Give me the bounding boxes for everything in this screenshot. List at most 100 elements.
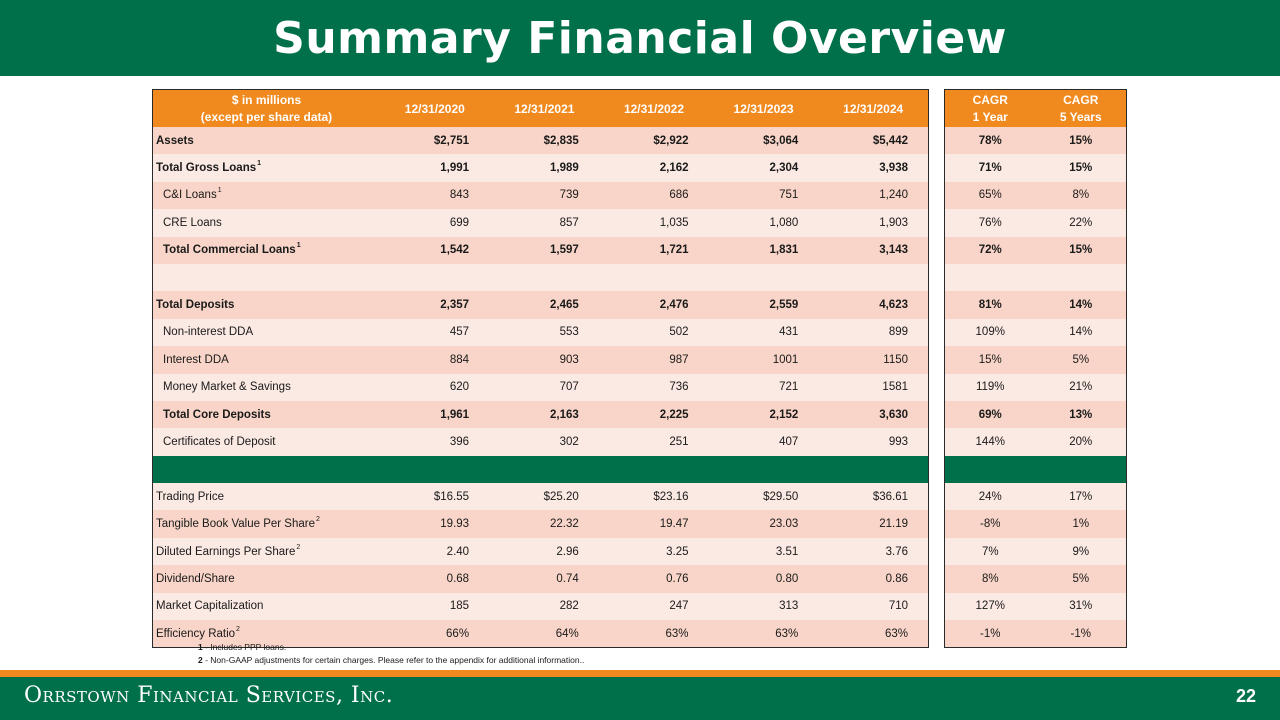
header-year: 12/31/2022 bbox=[623, 101, 685, 116]
row-label: CRE Loans bbox=[153, 217, 379, 229]
table-cell: $2,922 bbox=[653, 134, 689, 147]
table-cell: 0.74 bbox=[556, 572, 579, 585]
cagr-5yr-cell: 15% bbox=[1069, 134, 1093, 147]
table-cell: 736 bbox=[669, 381, 689, 394]
spacer-row bbox=[153, 263, 928, 292]
table-cell: 63% bbox=[665, 627, 689, 640]
spacer-row bbox=[945, 263, 1126, 292]
cagr-5yr-cell: 8% bbox=[1072, 189, 1090, 202]
table-cell: 903 bbox=[559, 353, 579, 366]
cagr-row: 81% 14% bbox=[945, 291, 1126, 319]
spacer-row bbox=[945, 455, 1126, 484]
row-label: Total Core Deposits bbox=[153, 409, 379, 421]
table-body: Assets $2,751 $2,835 $2,922 $3,064 $5,442 Tota… bbox=[153, 127, 928, 648]
table-cell: 2,357 bbox=[440, 299, 470, 312]
cagr-1yr-cell: 119% bbox=[975, 381, 1005, 394]
table-row: Money Market & Savings 620 707 736 721 1581 bbox=[153, 373, 928, 401]
table-row: Trading Price $16.55 $25.20 $23.16 $29.50 $36… bbox=[153, 483, 928, 511]
table-cell: 1,989 bbox=[550, 162, 579, 175]
cagr-1yr-cell: 69% bbox=[978, 408, 1002, 421]
cagr-5yr-cell: 5% bbox=[1072, 572, 1090, 585]
header-year: 12/31/2021 bbox=[514, 101, 575, 116]
table-cell: 2.96 bbox=[556, 545, 579, 558]
table-cell: 457 bbox=[449, 326, 470, 339]
cagr-1yr-cell: 71% bbox=[978, 162, 1002, 175]
row-label: Certificates of Deposit bbox=[153, 436, 379, 448]
table-cell: 1,991 bbox=[440, 162, 470, 175]
cagr-body: 78% 15% 71% 15% 65% 8% 76% 22% 72% 15% 81% 14% 109% 1… bbox=[945, 127, 1126, 648]
table-cell: 3,143 bbox=[879, 244, 909, 257]
table-cell: 1581 bbox=[882, 381, 909, 394]
cagr-1yr-cell: 15% bbox=[978, 353, 1002, 366]
table-cell: 21.19 bbox=[879, 518, 908, 531]
cagr-row: 8% 5% bbox=[945, 565, 1126, 593]
table-row: Certificates of Deposit 396 302 251 407 993 bbox=[153, 428, 928, 456]
cagr-1yr-cell: 24% bbox=[978, 490, 1002, 503]
row-label-text: Assets bbox=[156, 134, 194, 147]
table-cell: 2,162 bbox=[659, 162, 689, 175]
table-cell: 431 bbox=[779, 326, 799, 339]
table-cell: 0.86 bbox=[885, 572, 908, 585]
cagr-1yr-cell: -8% bbox=[980, 518, 1001, 531]
table-cell: $29.50 bbox=[763, 490, 799, 503]
row-label: Trading Price bbox=[153, 491, 379, 503]
footnote-ref: 1 bbox=[296, 242, 301, 250]
table-cell: 1,035 bbox=[659, 216, 689, 229]
table-cell: 2.40 bbox=[446, 545, 470, 558]
cagr-5yr-cell: -1% bbox=[1070, 627, 1091, 640]
cagr-1yr-cell: 65% bbox=[978, 189, 1002, 202]
table-cell: 1,961 bbox=[440, 408, 470, 421]
cagr-1yr-cell: 109% bbox=[975, 326, 1005, 339]
table-cell: 64% bbox=[555, 627, 579, 640]
row-label-text: Money Market & Savings bbox=[163, 381, 291, 394]
footnote-ref: 1 bbox=[257, 160, 262, 168]
cagr-5yr-cell: 21% bbox=[1069, 381, 1093, 394]
row-label: Diluted Earnings Per Share2 bbox=[153, 543, 379, 558]
cagr-row: -8% 1% bbox=[945, 510, 1126, 538]
table-cell: $5,442 bbox=[872, 134, 908, 147]
cagr-row: 65% 8% bbox=[945, 181, 1126, 210]
table-cell: 1,831 bbox=[769, 244, 799, 257]
table-cell: 4,623 bbox=[879, 299, 908, 312]
footer-accent-line bbox=[0, 670, 1280, 677]
financial-table: $ in millions (except per share data) 12… bbox=[152, 89, 929, 649]
table-cell: 751 bbox=[779, 189, 799, 202]
table-cell: 407 bbox=[779, 435, 799, 448]
header-units-label: $ in millions (except per share data) bbox=[200, 92, 333, 124]
table-row: Dividend/Share 0.68 0.74 0.76 0.80 0.86 bbox=[153, 565, 928, 593]
cagr-row: -1% -1% bbox=[945, 620, 1126, 648]
cagr-1yr-cell: -1% bbox=[980, 627, 1001, 640]
table-cell: 884 bbox=[449, 353, 470, 366]
cagr-row: 69% 13% bbox=[945, 400, 1126, 429]
spacer-row bbox=[153, 455, 928, 484]
table-cell: $2,751 bbox=[433, 134, 470, 147]
header-year: 12/31/2024 bbox=[843, 101, 904, 116]
row-label: Total Commercial Loans1 bbox=[153, 242, 379, 256]
cagr-1yr-cell: 8% bbox=[981, 572, 999, 585]
header-cagr-5yr: CAGR 5 Years bbox=[1059, 92, 1102, 124]
table-header: $ in millions (except per share data) 12… bbox=[153, 90, 928, 127]
table-cell: 0.80 bbox=[775, 572, 799, 585]
table-cell: 721 bbox=[779, 381, 799, 394]
table-cell: 2,152 bbox=[769, 408, 799, 421]
table-cell: 710 bbox=[888, 600, 908, 613]
row-label-text: Diluted Earnings Per Share bbox=[156, 545, 296, 558]
cagr-row: 7% 9% bbox=[945, 537, 1126, 566]
footnote-ref: 2 bbox=[296, 543, 301, 551]
table-cell: 302 bbox=[559, 435, 579, 448]
table-cell: 282 bbox=[559, 600, 579, 613]
table-cell: 19.93 bbox=[440, 518, 470, 531]
footnote-1: 1 - Includes PPP loans. bbox=[198, 642, 287, 652]
row-label: Tangible Book Value Per Share2 bbox=[153, 516, 379, 530]
table-cell: 1,240 bbox=[879, 189, 909, 202]
table-cell: 843 bbox=[449, 189, 470, 202]
cagr-1yr-cell: 127% bbox=[975, 600, 1005, 613]
table-cell: 3.76 bbox=[885, 545, 908, 558]
row-label-text: Market Capitalization bbox=[156, 600, 264, 613]
footnote-ref: 2 bbox=[315, 516, 320, 524]
table-cell: 899 bbox=[888, 326, 909, 339]
table-cell: 396 bbox=[449, 435, 470, 448]
table-row: Market Capitalization 185 282 247 313 710 bbox=[153, 592, 928, 621]
title-bar: Summary Financial Overview bbox=[0, 0, 1280, 76]
row-label-text: Non-interest DDA bbox=[163, 326, 254, 339]
